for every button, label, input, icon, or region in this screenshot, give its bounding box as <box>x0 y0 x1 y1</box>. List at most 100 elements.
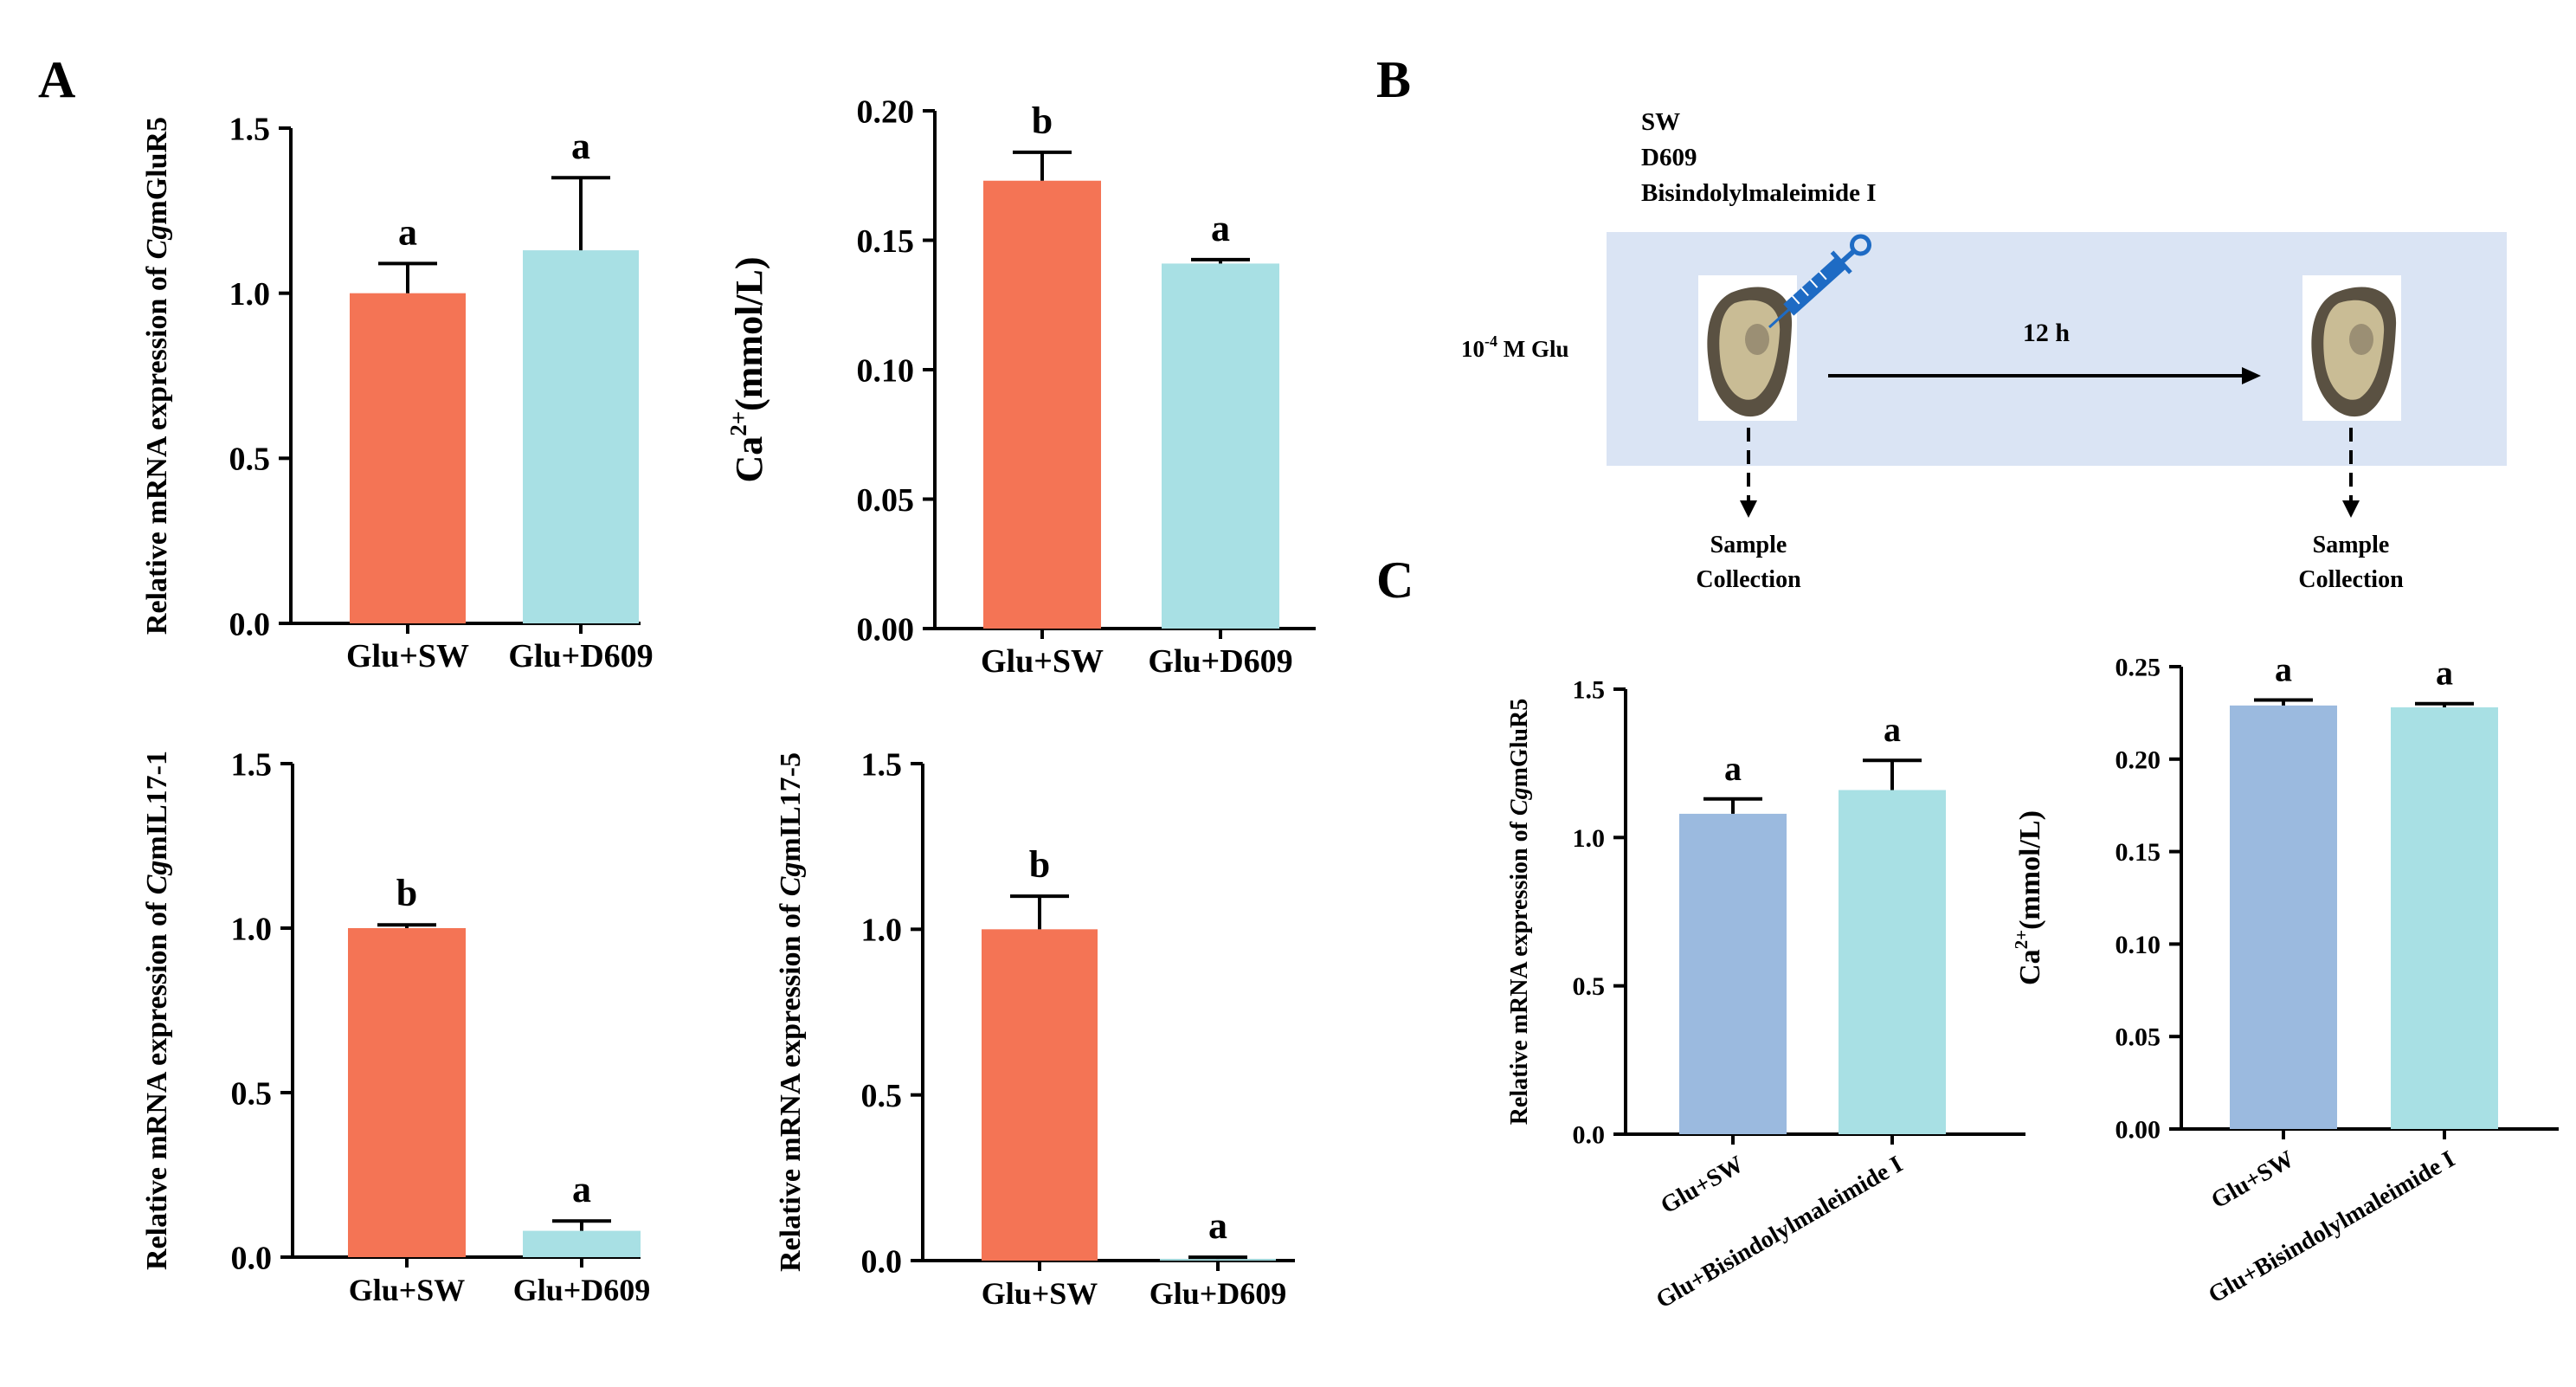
y-axis-title-part: mIL17-5 <box>775 752 807 862</box>
glu-exponent: -4 <box>1484 332 1497 350</box>
chart-c2: 0.000.050.100.150.200.25 aGlu+SWaGlu+Bisi… <box>2011 649 2559 1309</box>
y-axis-title-part: Cg <box>1506 787 1533 816</box>
significance-letter: a <box>1211 207 1230 249</box>
bar-1 <box>350 293 466 623</box>
y-tick-label: 0.15 <box>857 223 915 260</box>
y-axis-title-part: Relative mRNA expression of <box>141 894 173 1270</box>
y-tick-label: 1.5 <box>229 111 271 147</box>
bar-1 <box>348 928 466 1257</box>
y-axis-title-part: Relative mRNA expression of <box>141 259 173 635</box>
y-axis-title-part: (mmol/L) <box>728 256 770 410</box>
sample-collection-end-line1: Sample <box>2313 532 2390 558</box>
chart-c1: 0.0 0.5 1.0 1.5 a Glu+SW a Glu+Bisindolylmaleim… <box>1506 676 2025 1314</box>
y-axis-title-part: (mmol/L) <box>2014 810 2046 930</box>
y-tick-label: 0.05 <box>2116 1023 2161 1052</box>
glu-concentration-label: 10-4 M Glu <box>1461 332 1569 362</box>
significance-letter: b <box>396 872 417 914</box>
significance-letter: a <box>398 210 417 253</box>
significance-letter: b <box>1029 843 1050 886</box>
y-tick-label: 0.20 <box>2116 745 2161 774</box>
significance-letter: a <box>572 1168 591 1210</box>
y-tick-label: 0.05 <box>857 482 915 519</box>
y-tick-label: 0.25 <box>2116 654 2161 682</box>
y-tick-label: 1.5 <box>231 746 273 783</box>
y-tick-label: 0.5 <box>1573 972 1606 1001</box>
y-tick-label: 0.20 <box>857 94 915 130</box>
y-tick-label: 1.0 <box>229 276 271 313</box>
y-axis-title-part: Ca <box>2014 949 2046 985</box>
sample-arrow-end-head <box>2342 500 2360 518</box>
sample-collection-start-line1: Sample <box>1710 532 1787 558</box>
bar-1 <box>982 929 1098 1261</box>
y-axis-title-part: Cg <box>141 861 173 895</box>
bar-1 <box>983 180 1101 629</box>
category-label: Glu+SW <box>349 1273 466 1307</box>
y-tick-label: 0.10 <box>857 352 915 389</box>
y-tick-label: 0.15 <box>2116 838 2161 867</box>
y-axis-title-part: Ca <box>728 436 770 483</box>
chart-a4: 0.0 0.5 1.0 1.5 b Glu+SW a Glu+D609 Relative mRN… <box>775 746 1295 1311</box>
significance-letter: b <box>1032 100 1053 142</box>
y-tick-label: 0.5 <box>229 442 271 478</box>
y-tick-label: 0.00 <box>857 611 915 648</box>
y-axis-title-part: Cg <box>775 862 807 897</box>
category-label: Glu+SW <box>981 643 1104 680</box>
y-axis-title-part: 2+ <box>725 411 751 436</box>
y-tick-label: 1.5 <box>1573 676 1606 705</box>
significance-letter: a <box>1884 710 1901 749</box>
y-axis-title-part: Relative mRNA expression of <box>775 896 807 1272</box>
y-axis-title: Relative mRNA expression of CgmIL17-5 <box>775 752 807 1272</box>
charts-layer: 0.0 0.5 1.0 1.5 a Glu+SW a Glu+D609 Relative mRN… <box>141 94 2559 1314</box>
y-tick-label: 0.5 <box>231 1075 273 1112</box>
bar-2 <box>1160 1259 1276 1261</box>
category-label: Glu+D609 <box>513 1273 651 1307</box>
category-label: Glu+SW <box>346 638 469 674</box>
sample-collection-end-line2: Collection <box>2298 566 2404 593</box>
time-arrow-head <box>2242 367 2261 384</box>
y-axis-title-part: mIL17-1 <box>141 751 173 861</box>
syringe-icon <box>1768 234 1872 329</box>
category-label: Glu+D609 <box>1148 643 1292 680</box>
y-axis-title-part: Relative mRNA expression of <box>1506 816 1533 1125</box>
category-label: Glu+SW <box>2206 1145 2298 1214</box>
oyster-icon-end <box>2302 275 2401 421</box>
treatment-label-sw: SW <box>1641 108 1680 136</box>
category-label: Glu+SW <box>1656 1151 1748 1219</box>
y-axis-title-part: Cg <box>141 225 173 260</box>
y-axis-title-part: mGluR5 <box>1506 699 1533 788</box>
bar-1 <box>2230 705 2337 1129</box>
sample-collection-start-line2: Collection <box>1696 566 1801 593</box>
y-tick-label: 0.0 <box>1573 1121 1606 1150</box>
bar-2 <box>523 1230 641 1257</box>
y-axis-title: Ca2+(mmol/L) <box>2011 810 2046 985</box>
y-tick-label: 1.0 <box>231 911 273 947</box>
significance-letter: a <box>2436 654 2453 693</box>
y-tick-label: 0.0 <box>229 606 271 642</box>
sample-arrow-start-head <box>1740 500 1757 518</box>
glu-prefix: 10 <box>1461 336 1484 362</box>
bar-2 <box>1162 263 1279 629</box>
y-tick-label: 0.00 <box>2116 1116 2161 1145</box>
y-tick-label: 1.0 <box>861 913 903 949</box>
panel-label-b: B <box>1376 51 1411 108</box>
panel-label-c: C <box>1376 552 1414 609</box>
y-tick-label: 1.5 <box>861 746 903 783</box>
category-label: Glu+D609 <box>508 638 653 674</box>
y-tick-label: 0.0 <box>861 1243 903 1280</box>
y-tick-label: 1.0 <box>1573 824 1606 853</box>
treatment-label-bim: Bisindolylmaleimide I <box>1641 179 1877 207</box>
y-tick-label: 0.0 <box>231 1240 273 1276</box>
bar-1 <box>1679 813 1787 1134</box>
glu-suffix: M Glu <box>1497 336 1569 362</box>
chart-a3: 0.0 0.5 1.0 1.5 b Glu+SW a Glu+D609 Relative mRN… <box>141 746 650 1307</box>
y-axis-title: Ca2+(mmol/L) <box>725 256 770 482</box>
y-tick-label: 0.10 <box>2116 931 2161 959</box>
panel-label-a: A <box>38 51 75 108</box>
bar-2 <box>523 250 639 623</box>
bar-2 <box>1839 790 1946 1134</box>
time-label: 12 h <box>2023 319 2070 347</box>
y-axis-title: Relative mRNA expression of CgmGluR5 <box>1506 699 1533 1126</box>
significance-letter: a <box>1724 749 1742 788</box>
category-label: Glu+SW <box>982 1276 1098 1311</box>
